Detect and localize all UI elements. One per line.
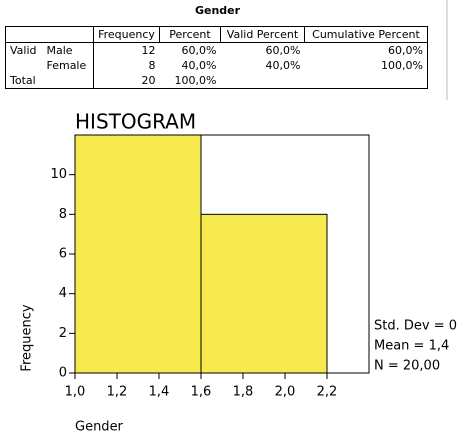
header-cell: Percent: [159, 26, 221, 43]
x-tick-label: 1,6: [191, 385, 212, 400]
x-tick-label: 2,0: [275, 385, 296, 400]
stat-label: Std. Dev = 0: [374, 319, 457, 334]
table-title: Gender: [194, 4, 241, 17]
table-cell: 60,0%: [388, 44, 423, 57]
table-cell: 8: [93, 58, 160, 73]
y-tick-label: 10: [50, 167, 67, 182]
x-tick-label: 1,4: [149, 385, 170, 400]
y-tick-label: 8: [59, 207, 67, 222]
x-tick-label: 1,2: [107, 385, 128, 400]
header-cell: Valid Percent: [220, 26, 305, 43]
bar: [200, 213, 328, 374]
bar: [74, 134, 202, 374]
stat-label: Mean = 1,4: [374, 339, 449, 354]
frequency-table: Frequency Percent Valid Percent Cumulative …: [5, 26, 428, 89]
table-cell: Female: [46, 59, 87, 72]
header-row: Frequency Percent Valid Percent Cumulative …: [5, 26, 428, 43]
table-cell: 60,0%: [181, 44, 217, 57]
table-cell: Total: [10, 74, 36, 87]
stat-label: N = 20,00: [374, 359, 440, 374]
x-tick-label: 2,2: [317, 385, 338, 400]
table-cell: Male: [46, 44, 73, 57]
header-cell: [5, 26, 94, 43]
y-tick-label: 4: [59, 286, 67, 301]
y-tick-label: 2: [59, 326, 67, 341]
table-cell: 40,0%: [265, 59, 301, 72]
chart-title: HISTOGRAM: [75, 110, 196, 134]
table-cell: 100,0%: [381, 59, 423, 72]
table-cell: 60,0%: [265, 44, 301, 57]
x-tick-label: 1,8: [233, 385, 254, 400]
table-row: Valid Male 12 60,0% 60,0% 60,0%: [6, 42, 428, 58]
y-tick-label: 0: [59, 366, 67, 381]
table-cell: 100,0%: [174, 74, 217, 87]
table-row: Total 20 100,0%: [6, 73, 428, 89]
table-cell: 40,0%: [181, 59, 217, 72]
y-tick-label: 6: [59, 247, 67, 262]
x-tick-label: 1,0: [65, 385, 86, 400]
header-cell: Frequency: [93, 26, 160, 43]
y-axis-label: Frequency: [20, 304, 35, 371]
x-axis-label: Gender: [75, 420, 124, 435]
table-cell: 12: [93, 42, 160, 58]
table-cell: 20: [93, 73, 160, 89]
table-row: Female 8 40,0% 40,0% 100,0%: [6, 58, 428, 73]
table-cell: Valid: [10, 44, 37, 57]
header-cell: Cumulative Percent: [304, 26, 428, 43]
